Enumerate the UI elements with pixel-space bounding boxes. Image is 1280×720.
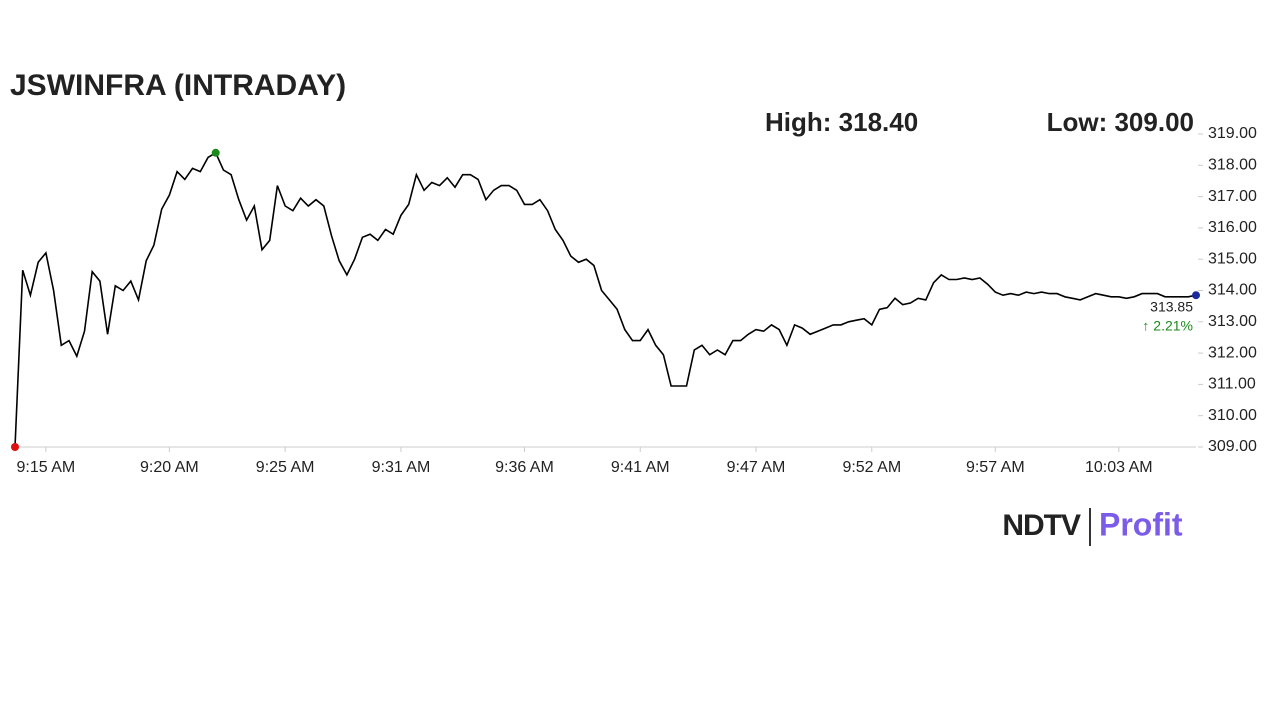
last-price: 313.85 — [1150, 299, 1193, 315]
brand-logo: NDTV — [1002, 509, 1081, 542]
y-tick-label: 313.00 — [1208, 313, 1257, 330]
price-line — [14, 151, 1197, 448]
low-label: Low: 309.00 — [1047, 107, 1194, 137]
x-tick-label: 9:47 AM — [727, 459, 786, 476]
last-marker — [1192, 291, 1200, 300]
y-tick-label: 309.00 — [1208, 438, 1257, 455]
x-tick-label: 9:57 AM — [966, 459, 1025, 476]
y-tick-label: 317.00 — [1208, 188, 1257, 205]
high-marker — [211, 148, 220, 157]
y-tick-label: 316.00 — [1208, 219, 1257, 236]
x-tick-label: 9:15 AM — [17, 459, 76, 476]
y-tick-label: 310.00 — [1208, 407, 1257, 424]
x-tick-label: 9:25 AM — [256, 459, 315, 476]
x-tick-label: 9:52 AM — [842, 459, 901, 476]
y-tick-label: 315.00 — [1208, 250, 1257, 267]
x-tick-label: 9:41 AM — [611, 459, 670, 476]
product-logo: Profit — [1099, 506, 1183, 542]
chart-title: JSWINFRA (INTRADAY) — [10, 69, 346, 102]
y-tick-label: 319.00 — [1208, 125, 1257, 142]
y-tick-label: 311.00 — [1208, 376, 1256, 393]
x-tick-label: 9:36 AM — [495, 459, 554, 476]
change-label: ↑ 2.21% — [1142, 318, 1193, 334]
y-tick-label: 318.00 — [1208, 157, 1257, 174]
y-tick-label: 314.00 — [1208, 282, 1257, 299]
x-tick-label: 9:31 AM — [372, 459, 431, 476]
high-label: High: 318.40 — [765, 107, 918, 137]
x-tick-label: 9:20 AM — [140, 459, 199, 476]
x-tick-label: 10:03 AM — [1085, 459, 1153, 476]
low-marker — [11, 443, 19, 451]
y-tick-label: 312.00 — [1208, 344, 1257, 361]
